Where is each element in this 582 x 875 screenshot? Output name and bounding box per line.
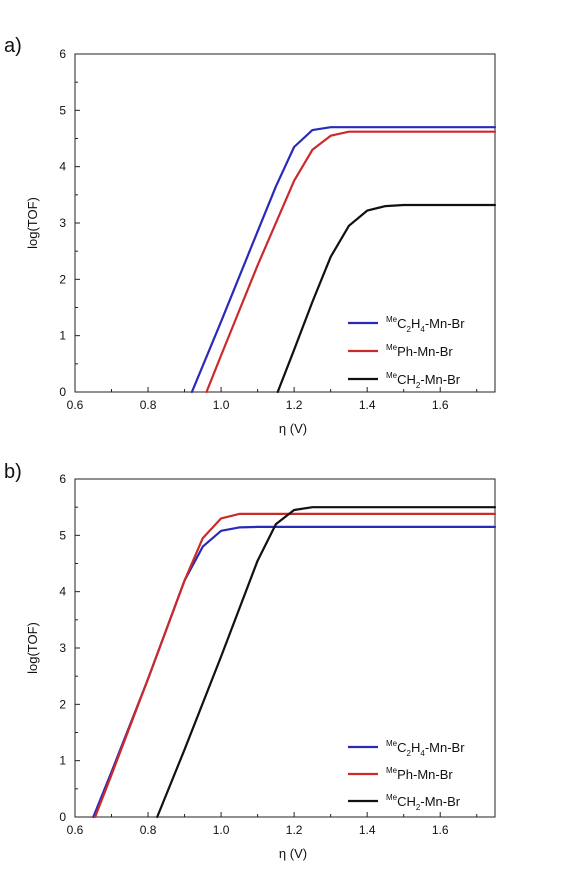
y-tick-label: 1: [59, 754, 66, 768]
legend-text-part: Ph-Mn-Br: [397, 344, 453, 359]
y-tick-label: 6: [59, 472, 66, 486]
legend-text-part: C: [397, 740, 406, 755]
legend-text-part: -Mn-Br: [425, 316, 465, 331]
legend-entry: MeC2H4-Mn-Br: [386, 315, 465, 334]
legend-superscript: Me: [386, 793, 398, 802]
x-tick-label: 1.0: [213, 398, 230, 412]
x-axis-title: η (V): [279, 846, 307, 861]
y-tick-label: 3: [59, 641, 66, 655]
y-tick-label: 0: [59, 385, 66, 399]
x-tick-label: 1.4: [359, 398, 376, 412]
legend-superscript: Me: [386, 766, 398, 775]
legend-text-part: Ph-Mn-Br: [397, 767, 453, 782]
legend-text-part: C: [397, 316, 406, 331]
y-tick-label: 2: [59, 697, 66, 711]
legend-text-part: -Mn-Br: [420, 794, 460, 809]
x-tick-label: 0.8: [140, 823, 157, 837]
y-tick-label: 2: [59, 272, 66, 286]
y-tick-label: 0: [59, 810, 66, 824]
legend-text-part: -Mn-Br: [425, 740, 465, 755]
legend-subscript: 2: [407, 749, 412, 758]
x-tick-label: 1.4: [359, 823, 376, 837]
plot-frame: [74, 53, 496, 393]
legend-superscript: Me: [386, 371, 398, 380]
legend-subscript: 2: [416, 803, 421, 812]
y-tick-label: 4: [59, 585, 66, 599]
panel-label: a): [4, 35, 22, 57]
y-tick-label: 1: [59, 329, 66, 343]
legend-superscript: Me: [386, 315, 398, 324]
legend-superscript: Me: [386, 343, 398, 352]
legend-superscript: Me: [386, 739, 398, 748]
series-line-1: [190, 126, 497, 394]
x-axis-title: η (V): [279, 421, 307, 436]
x-tick-label: 0.8: [140, 398, 157, 412]
y-tick-label: 3: [59, 216, 66, 230]
series-line-2: [94, 512, 497, 819]
legend-entry: MeC2H4-Mn-Br: [386, 739, 465, 758]
y-axis-title: log(TOF): [25, 622, 40, 674]
legend-text-part: H: [411, 316, 420, 331]
x-tick-label: 1.2: [286, 398, 303, 412]
y-tick-label: 6: [59, 47, 66, 61]
series-line-2: [205, 130, 497, 394]
x-tick-label: 1.2: [286, 823, 303, 837]
legend-text-part: -Mn-Br: [420, 372, 460, 387]
legend-subscript: 4: [420, 325, 425, 334]
y-tick-label: 5: [59, 528, 66, 542]
y-axis-title: log(TOF): [25, 197, 40, 249]
y-tick-label: 5: [59, 103, 66, 117]
legend-entry: MeCH2-Mn-Br: [386, 371, 461, 390]
chart-panel-2: b) 0.6 0.8 1.0 1.2 1.4 1.6 0 1 2 3 4 5 6 η (V) log(TOF)…: [4, 461, 497, 861]
x-tick-label: 0.6: [67, 823, 84, 837]
legend-text-part: CH: [397, 794, 416, 809]
legend-entry: MeCH2-Mn-Br: [386, 793, 461, 812]
legend-text-part: CH: [397, 372, 416, 387]
x-tick-label: 1.6: [432, 823, 449, 837]
legend-entry: MePh-Mn-Br: [386, 343, 453, 359]
x-tick-label: 1.0: [213, 823, 230, 837]
legend-subscript: 4: [420, 749, 425, 758]
series-line-3: [156, 506, 497, 819]
chart-panel-1: a) 0.6 0.8 1.0 1.2 1.4 1.6 0 1 2 3 4 5 6 η (V) log(TOF)…: [4, 35, 497, 436]
legend-entry: MePh-Mn-Br: [386, 766, 453, 782]
legend-subscript: 2: [416, 381, 421, 390]
panel-label: b): [4, 461, 22, 483]
x-tick-label: 0.6: [67, 398, 84, 412]
series-line-3: [276, 203, 497, 394]
y-tick-label: 4: [59, 160, 66, 174]
x-tick-label: 1.6: [432, 398, 449, 412]
legend-text-part: H: [411, 740, 420, 755]
legend-subscript: 2: [407, 325, 412, 334]
